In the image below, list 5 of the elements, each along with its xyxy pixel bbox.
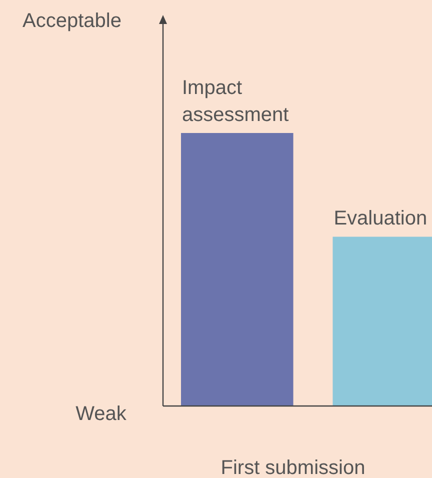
text: Acceptable (22, 10, 122, 32)
x-axis-title: First submission (220, 457, 366, 478)
x-tick-label: Impact assessment (182, 77, 290, 126)
x-tick-label: Evaluation (334, 208, 428, 230)
text: Weak (76, 403, 128, 425)
